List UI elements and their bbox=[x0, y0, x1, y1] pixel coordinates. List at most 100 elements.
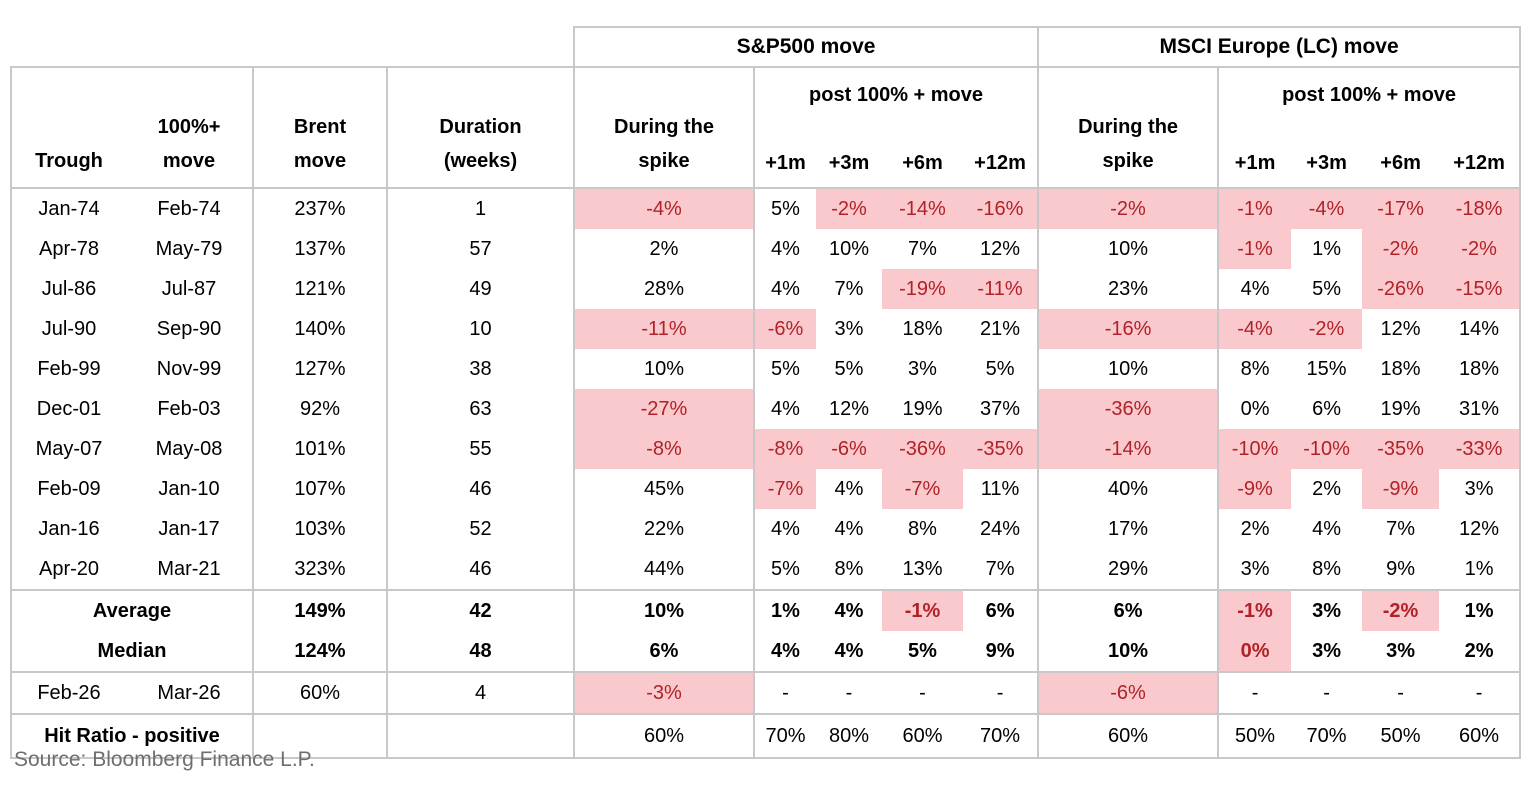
highlighted-cell: -6% bbox=[816, 429, 882, 469]
table-cell: 2% bbox=[1217, 509, 1292, 549]
table-cell: May-07 bbox=[10, 429, 126, 469]
column-header-row: Trough 100%+ move Brent move Duration (week… bbox=[10, 66, 1522, 189]
table-cell: 121% bbox=[252, 269, 387, 309]
table-cell: 31% bbox=[1439, 389, 1522, 429]
table-cell: 10% bbox=[828, 237, 870, 260]
sp500-plus-3m-header: +3m bbox=[816, 123, 882, 189]
table-cell: 5% bbox=[985, 357, 1015, 380]
table-row: Feb-99 Nov-99 127% 38 10% 5% 5% 3% 5% 10% 8% 15% 18%… bbox=[10, 349, 1522, 389]
highlighted-cell: -10% bbox=[1217, 429, 1292, 469]
highlighted-cell: -4% bbox=[1291, 188, 1363, 229]
table-cell: Average bbox=[10, 589, 253, 631]
table-cell: - bbox=[1362, 671, 1440, 714]
highlighted-cell: -9% bbox=[1362, 469, 1440, 509]
table-cell: 18% bbox=[1380, 357, 1421, 380]
table-cell: 46 bbox=[386, 549, 574, 590]
highlighted-cell: -19% bbox=[882, 269, 963, 309]
table-cell: 80% bbox=[816, 713, 882, 759]
table-cell: - bbox=[1439, 671, 1522, 714]
table-cell: 70% bbox=[963, 713, 1039, 759]
group-header-row: S&P500 move MSCI Europe (LC) move bbox=[11, 26, 1522, 68]
highlighted-cell: -8% bbox=[753, 429, 816, 469]
msci-plus-1m-header: +1m bbox=[1217, 123, 1292, 189]
table-cell: Feb-03 bbox=[157, 397, 221, 420]
sp500-during-spike-header: During the spike bbox=[573, 66, 754, 189]
table-cell: 323% bbox=[252, 549, 387, 590]
table-cell: Feb-74 bbox=[157, 197, 221, 220]
table-cell: 5% bbox=[908, 639, 937, 662]
table-cell: May-79 bbox=[155, 237, 223, 260]
table-cell: 3% bbox=[834, 317, 864, 340]
table-cell: 28% bbox=[573, 269, 754, 309]
table-cell: 9% bbox=[1386, 557, 1416, 580]
table-cell: 4% bbox=[753, 269, 816, 309]
highlighted-cell: -26% bbox=[1362, 269, 1440, 309]
table-cell: 103% bbox=[252, 509, 387, 549]
table-cell: 10% bbox=[1037, 349, 1219, 389]
table-cell: 4% bbox=[816, 589, 882, 631]
source-attribution: Source: Bloomberg Finance L.P. bbox=[14, 748, 315, 771]
table-cell: 10% bbox=[573, 349, 754, 389]
table-cell: 29% bbox=[1037, 549, 1219, 590]
duration-column-header: Duration (weeks) bbox=[386, 66, 574, 189]
highlighted-cell: -35% bbox=[963, 429, 1039, 469]
table-body: Jan-74 Feb-74 237% 1 -4% 5% -2% -14% -16% -2% -1% -… bbox=[10, 188, 1522, 759]
table-cell: 12% bbox=[828, 397, 870, 420]
table-cell: 10% bbox=[1037, 631, 1219, 672]
table-cell: 6% bbox=[1312, 397, 1342, 420]
highlighted-cell: -11% bbox=[573, 309, 754, 349]
table-cell: 124% bbox=[252, 631, 387, 672]
table-cell: 6% bbox=[1037, 589, 1219, 631]
table-cell: 15% bbox=[1306, 357, 1347, 380]
highlighted-cell: -7% bbox=[882, 469, 963, 509]
table-row: May-07 May-08 101% 55 -8% -8% -6% -36% -35% -14% -… bbox=[10, 429, 1522, 469]
table-cell: 1% bbox=[1439, 589, 1522, 631]
table-cell: 19% bbox=[902, 397, 943, 420]
sp500-group-header: S&P500 move bbox=[572, 26, 1040, 68]
highlighted-cell: -2% bbox=[1439, 229, 1522, 269]
table-cell: Jul-90 bbox=[10, 309, 126, 349]
highlighted-cell: -9% bbox=[1217, 469, 1292, 509]
table-cell: 12% bbox=[980, 237, 1021, 260]
table-cell: 4% bbox=[753, 389, 816, 429]
table-cell: 3% bbox=[1312, 639, 1342, 662]
table-cell: 137% bbox=[252, 229, 387, 269]
table-cell: 5% bbox=[753, 188, 816, 229]
highlighted-cell: -1% bbox=[882, 589, 963, 631]
table-cell: Jan-16 bbox=[10, 509, 126, 549]
table-cell: 1% bbox=[1439, 549, 1522, 590]
highlighted-cell: -18% bbox=[1439, 188, 1522, 229]
table-cell: 4% bbox=[834, 517, 864, 540]
table-cell: 17% bbox=[1037, 509, 1219, 549]
table-cell: 6% bbox=[573, 631, 754, 672]
table-cell: 5% bbox=[834, 357, 864, 380]
table-cell: 3% bbox=[1386, 639, 1416, 662]
table-head: S&P500 move MSCI Europe (LC) move Trough… bbox=[10, 26, 1522, 189]
sp500-plus-6m-header: +6m bbox=[882, 123, 963, 189]
table-cell bbox=[386, 713, 574, 759]
table-cell: Jan-10 bbox=[158, 477, 220, 500]
table-cell: 3% bbox=[1217, 549, 1292, 590]
table-cell: 55 bbox=[386, 429, 574, 469]
table-cell: - bbox=[963, 671, 1039, 714]
table-cell bbox=[252, 713, 387, 759]
highlighted-cell: -27% bbox=[573, 389, 754, 429]
pct-move-column-header: 100%+ move bbox=[126, 66, 253, 189]
highlighted-cell: -36% bbox=[1037, 389, 1219, 429]
msci-plus-6m-header: +6m bbox=[1362, 123, 1440, 189]
table-cell: 8% bbox=[834, 557, 864, 580]
table-row: Jan-74 Feb-74 237% 1 -4% 5% -2% -14% -16% -2% -1% -… bbox=[10, 188, 1522, 229]
table-cell: Feb-99 bbox=[10, 349, 126, 389]
table-row: Jul-90 Sep-90 140% 10 -11% -6% 3% 18% 21% -16% -4%… bbox=[10, 309, 1522, 349]
highlighted-cell: -6% bbox=[1037, 671, 1219, 714]
table-row: Average 149% 42 10% 1% 4% -1% 6% 6% -1% 3% -2% 1% bbox=[10, 589, 1522, 631]
table-cell: Nov-99 bbox=[156, 357, 222, 380]
highlighted-cell: -33% bbox=[1439, 429, 1522, 469]
table-cell: 21% bbox=[980, 317, 1021, 340]
table-cell: 48 bbox=[386, 631, 574, 672]
msci-post-move-header: post 100% + move bbox=[1217, 66, 1522, 123]
table-cell: Feb-09 bbox=[10, 469, 126, 509]
table-cell: 18% bbox=[902, 317, 943, 340]
sp500-plus-12m-header: +12m bbox=[963, 123, 1039, 189]
table-cell: 57 bbox=[386, 229, 574, 269]
